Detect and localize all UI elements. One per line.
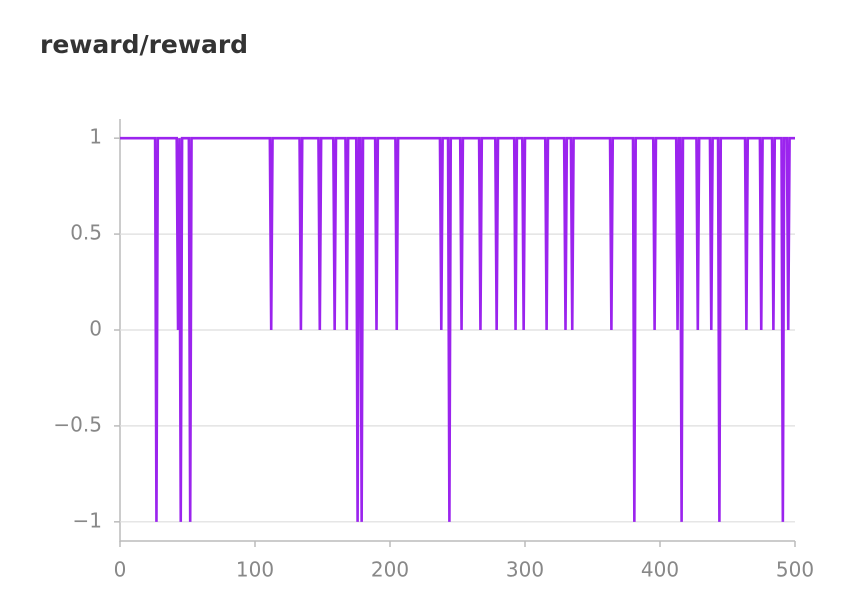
y-tick-label: 0.5 [70,221,102,245]
y-tick-label: −1 [73,508,102,532]
x-tick-label: 400 [641,558,679,582]
x-tick-label: 200 [371,558,409,582]
line [120,136,795,522]
chart-title: reward/reward [40,30,248,59]
x-tick-label: 0 [114,558,127,582]
y-tick-label: 0 [89,317,102,341]
x-tick-label: 300 [506,558,544,582]
x-tick-label: 500 [776,558,814,582]
x-tick-label: 100 [236,558,274,582]
y-tick-label: 1 [89,125,102,149]
y-tick-label: −0.5 [53,412,102,436]
